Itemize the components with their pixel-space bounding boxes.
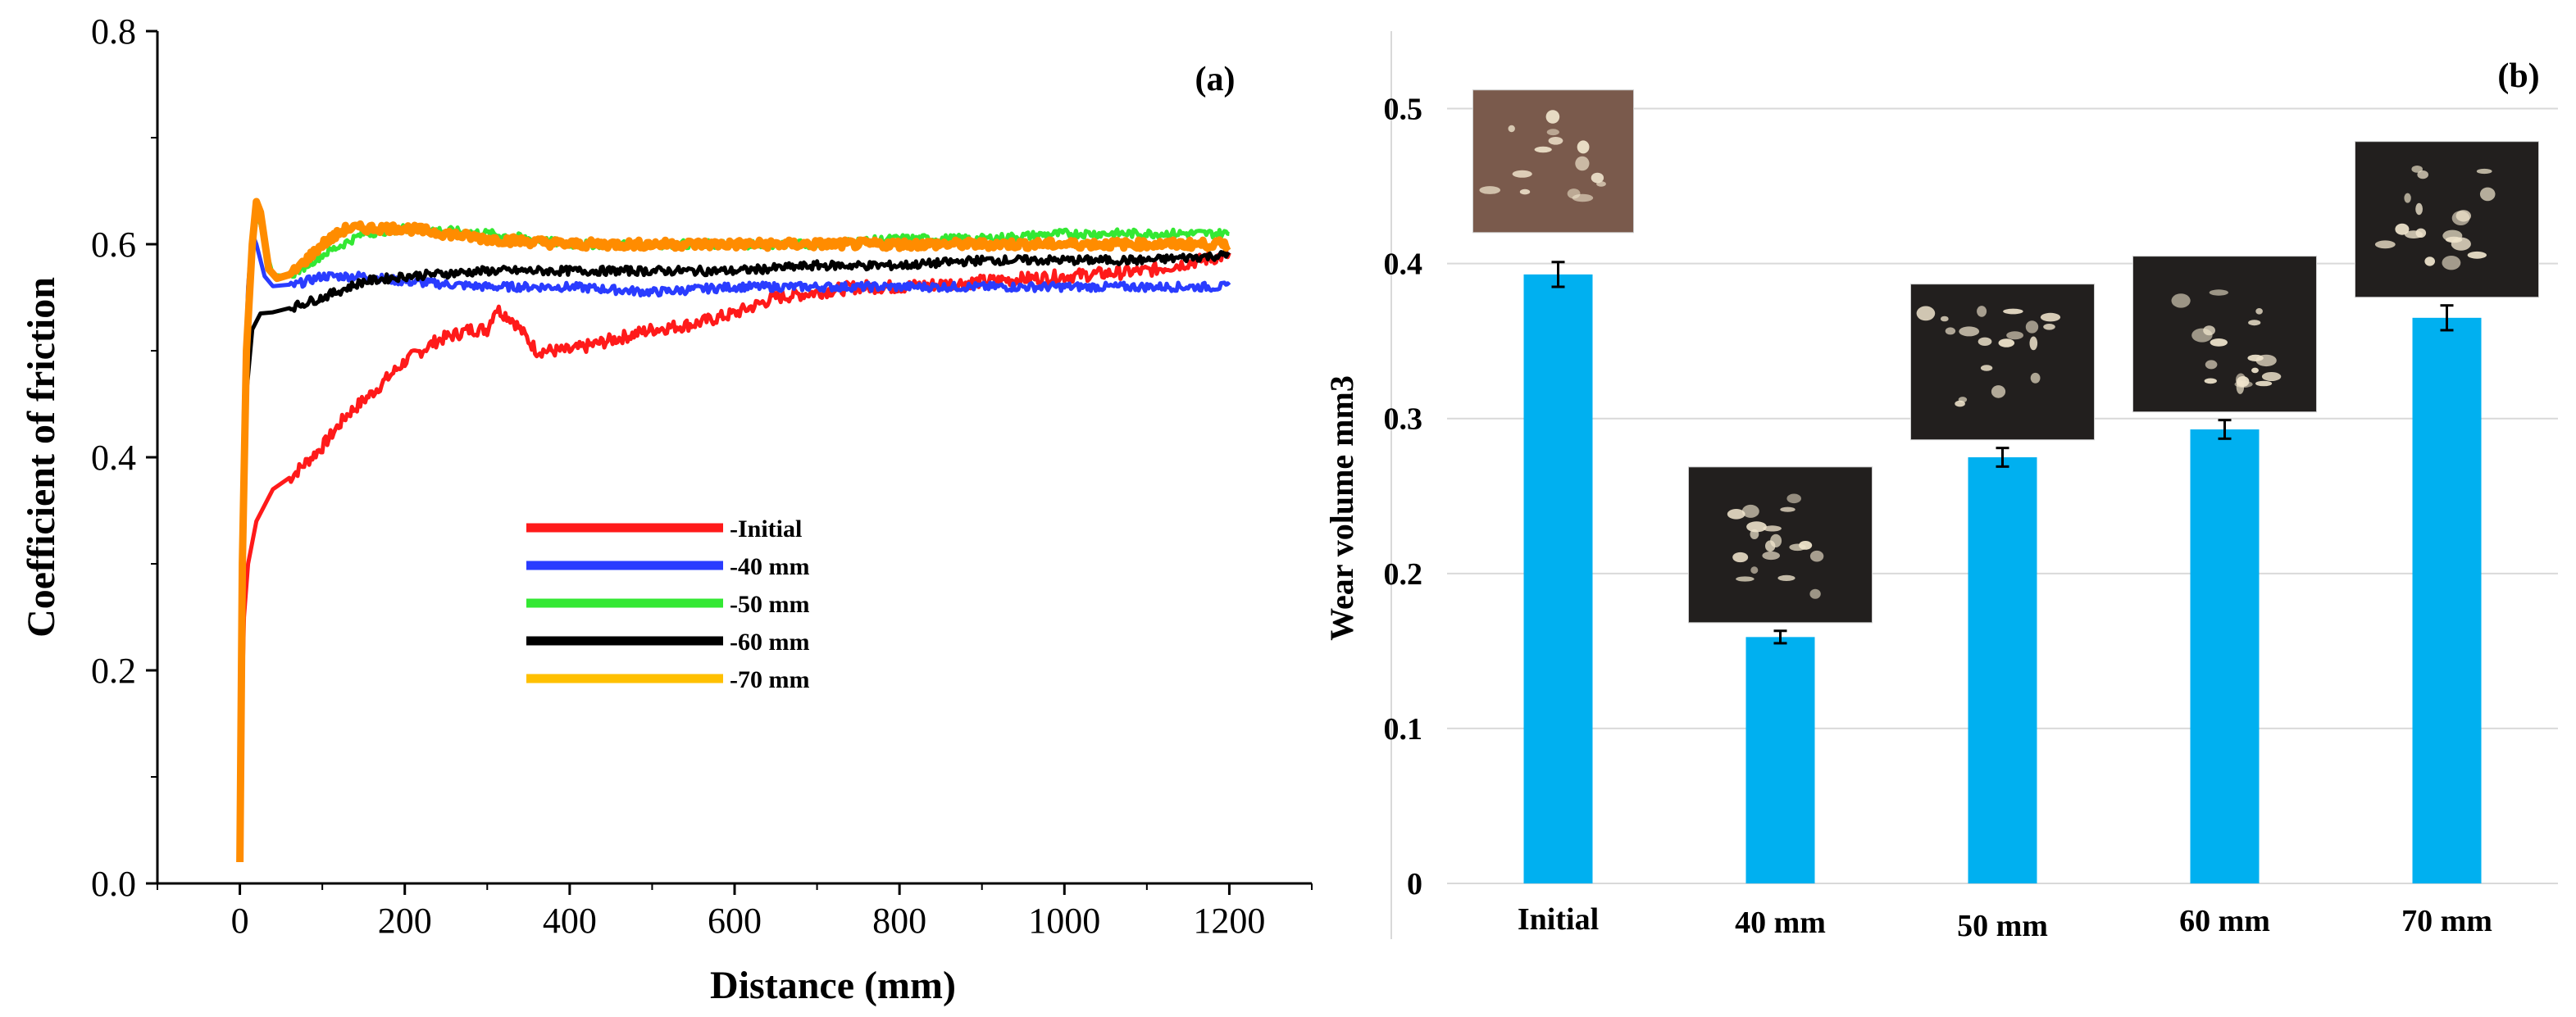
a-series-line-2 — [238, 231, 1231, 863]
a-y-tick-label: 0.6 — [91, 225, 136, 265]
b-inset-micrograph — [2355, 141, 2539, 298]
b-bar — [2412, 317, 2482, 883]
b-y-tick-label: 0.1 — [1384, 712, 1423, 747]
a-legend-label: -Initial — [730, 515, 802, 543]
b-bar — [2190, 429, 2260, 883]
b-inset-micrograph — [2132, 256, 2317, 413]
b-y-tick-label: 0.4 — [1384, 247, 1423, 282]
a-y-tick-label: 0.0 — [91, 864, 136, 904]
b-y-tick-label: 0 — [1407, 867, 1422, 901]
a-y-tick-label: 0.4 — [91, 438, 136, 478]
a-x-tick-label: 1000 — [1028, 901, 1100, 941]
b-inset-micrograph — [1910, 284, 2095, 441]
a-panel-label: (a) — [1195, 61, 1236, 98]
a-x-tick-label: 400 — [543, 901, 597, 941]
a-legend-label: -50 mm — [730, 591, 809, 618]
a-series-line-4 — [238, 249, 1231, 863]
a-y-tick-label: 0.2 — [91, 651, 136, 691]
b-x-tick-label: 60 mm — [2179, 904, 2270, 938]
b-y-axis-title: Wear volume mm3 — [1323, 375, 1360, 641]
a-x-tick-label: 1200 — [1193, 901, 1265, 941]
wear-volume-chart: 0 0.1 0.2 0.3 0.4 0.5 Initial 40 mm 50 mm 60 mm 70… — [1323, 31, 2558, 943]
b-inset-micrograph — [1688, 466, 1873, 624]
b-x-tick-label: 50 mm — [1957, 909, 2048, 943]
a-x-axis-title: Distance (mm) — [710, 964, 956, 1007]
b-x-tick-label: 70 mm — [2401, 904, 2492, 938]
a-y-tick-label: 0.8 — [91, 11, 136, 52]
a-y-axis-title: Coefficient of friction — [20, 277, 63, 638]
b-bar — [1745, 637, 1815, 883]
a-legend-label: -60 mm — [730, 629, 809, 656]
a-series-line-1 — [238, 248, 1231, 863]
a-legend-label: -40 mm — [730, 553, 809, 580]
b-y-tick-label: 0.5 — [1384, 93, 1423, 127]
b-x-tick-label: 40 mm — [1735, 906, 1826, 940]
a-series-line-5 — [236, 197, 1231, 863]
a-legend: -Initial -40 mm -50 mm -60 mm -70 mm — [526, 515, 809, 693]
b-y-tick-label: 0.3 — [1384, 402, 1423, 437]
b-y-tick-label: 0.2 — [1384, 557, 1423, 592]
a-x-tick-label: 800 — [872, 901, 926, 941]
a-x-tick-label: 200 — [378, 901, 432, 941]
a-legend-label: -70 mm — [730, 666, 809, 693]
b-bar — [1968, 457, 2037, 883]
b-inset-micrograph — [1472, 89, 1634, 234]
friction-chart: 0.0 0.2 0.4 0.6 0.8 0 200 400 600 800 1000 1200 (a)… — [20, 11, 1313, 1007]
a-x-tick-label: 0 — [231, 901, 249, 941]
b-bar — [1523, 274, 1593, 883]
b-panel-label: (b) — [2497, 57, 2539, 95]
b-x-tick-label: Initial — [1518, 902, 1599, 937]
a-x-tick-label: 600 — [708, 901, 762, 941]
